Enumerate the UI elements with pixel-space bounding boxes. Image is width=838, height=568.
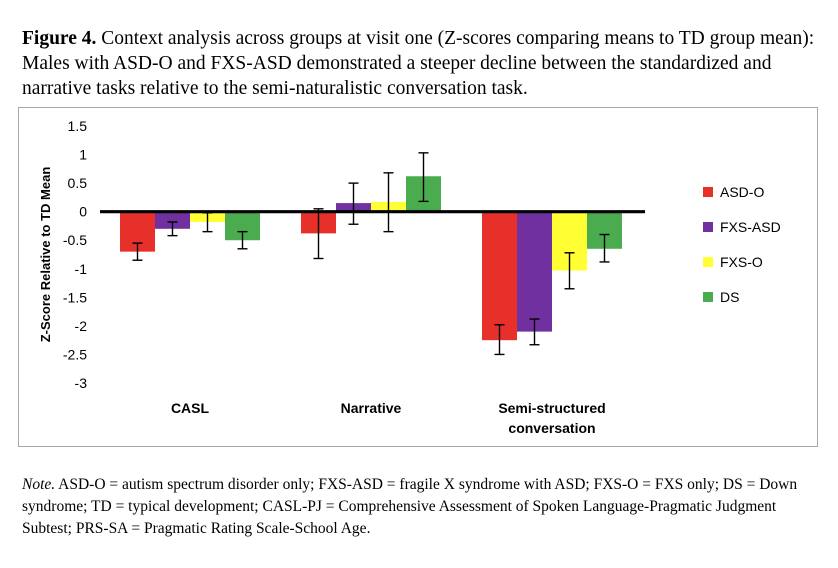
- y-tick-label: -1: [75, 261, 88, 277]
- figure-note-text: ASD-O = autism spectrum disorder only; F…: [22, 476, 798, 537]
- legend-label-fxs-asd: FXS-ASD: [720, 219, 781, 235]
- x-category-label: Semi-structured: [498, 400, 605, 416]
- legend-swatch-ds: [703, 292, 713, 302]
- figure-caption: Figure 4. Context analysis across groups…: [22, 26, 822, 101]
- figure-note: Note. ASD-O = autism spectrum disorder o…: [22, 474, 822, 540]
- y-tick-label: 0: [79, 204, 87, 220]
- bar-fxs-asd-0: [155, 211, 190, 229]
- bar-asd-o-2: [482, 211, 517, 341]
- y-axis-label: Z-Score Relative to TD Mean: [38, 167, 53, 343]
- figure-caption-label: Figure 4.: [22, 28, 97, 49]
- y-tick-label: 1.5: [68, 118, 88, 134]
- figure-note-label: Note.: [22, 476, 56, 493]
- legend-swatch-fxs-o: [703, 257, 713, 267]
- y-tick-label: 1: [79, 147, 87, 163]
- x-category-label: Narrative: [341, 400, 402, 416]
- x-category-label: CASL: [171, 400, 210, 416]
- y-tick-label: -3: [75, 375, 88, 391]
- y-tick-label: -2.5: [63, 346, 87, 362]
- chart-frame: [18, 107, 818, 447]
- figure-caption-text: Context analysis across groups at visit …: [22, 28, 815, 99]
- y-tick-label: -1.5: [63, 289, 87, 305]
- y-tick-label: -0.5: [63, 232, 87, 248]
- legend-swatch-fxs-asd: [703, 222, 713, 232]
- y-tick-label: -2: [75, 318, 88, 334]
- legend-swatch-asd-o: [703, 187, 713, 197]
- legend-label-fxs-o: FXS-O: [720, 254, 763, 270]
- legend-label-asd-o: ASD-O: [720, 184, 764, 200]
- y-tick-label: 0.5: [68, 175, 88, 191]
- legend-label-ds: DS: [720, 289, 739, 305]
- x-category-label: conversation: [508, 420, 595, 436]
- bar-fxs-asd-2: [517, 211, 552, 332]
